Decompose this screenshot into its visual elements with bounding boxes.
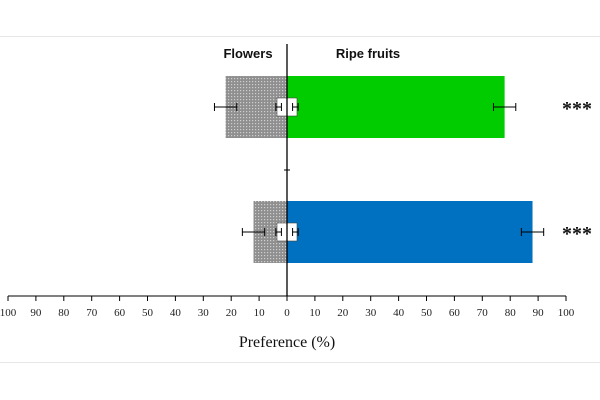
x-tick-label: 40 <box>393 307 405 319</box>
x-tick-label: 90 <box>533 307 545 319</box>
x-axis-title: Preference (%) <box>239 334 335 351</box>
x-tick-label: 50 <box>142 307 154 319</box>
x-tick-label: 60 <box>449 307 461 319</box>
flowers-error-bar-1 <box>213 103 238 111</box>
x-tick-label: 0 <box>284 307 290 319</box>
center-right-error-bar-2 <box>292 228 299 236</box>
ripe-fruits-bar-1 <box>287 76 505 138</box>
x-tick-label: 50 <box>421 307 433 319</box>
ripe-fruits-error-bar-1 <box>492 103 517 111</box>
x-tick-label: 40 <box>170 307 182 319</box>
x-tick-label: 90 <box>30 307 42 319</box>
x-tick-label: 70 <box>86 307 98 319</box>
x-tick-label: 80 <box>505 307 517 319</box>
x-tick-label: 10 <box>254 307 266 319</box>
x-tick-label: 100 <box>558 307 575 319</box>
top-border-line <box>0 36 600 37</box>
x-tick-label: 100 <box>0 307 17 319</box>
center-left-error-bar-1 <box>275 103 282 111</box>
x-tick-label: 70 <box>477 307 489 319</box>
x-tick-label: 20 <box>337 307 349 319</box>
flowers-error-bar-2 <box>241 228 266 236</box>
x-tick-label: 10 <box>309 307 321 319</box>
x-tick-label: 20 <box>226 307 238 319</box>
x-tick-label: 30 <box>365 307 377 319</box>
x-tick-label: 60 <box>114 307 126 319</box>
center-right-error-bar-1 <box>292 103 299 111</box>
x-tick-label: 30 <box>198 307 210 319</box>
ripe-fruits-error-bar-2 <box>520 228 545 236</box>
right-side-label: Ripe fruits <box>336 46 400 61</box>
significance-marker-2: *** <box>562 223 592 245</box>
center-left-error-bar-2 <box>275 228 282 236</box>
ripe-fruits-bar-2 <box>287 201 533 263</box>
significance-marker-1: *** <box>562 98 592 120</box>
x-tick-label: 80 <box>58 307 70 319</box>
bottom-border-line <box>0 362 600 363</box>
left-side-label: Flowers <box>223 46 272 61</box>
